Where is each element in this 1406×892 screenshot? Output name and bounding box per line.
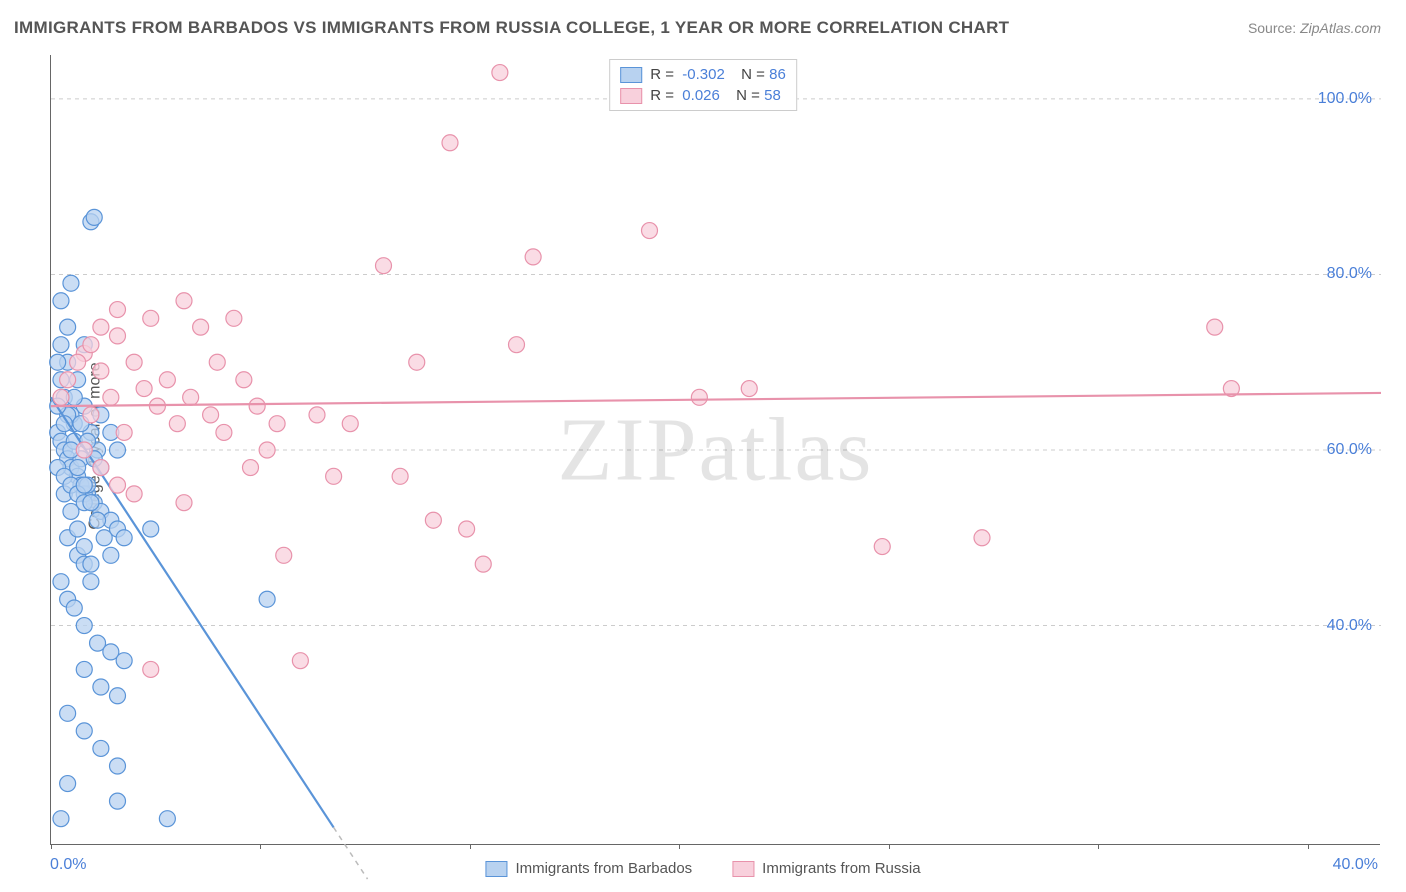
source-attribution: Source: ZipAtlas.com: [1248, 20, 1381, 36]
source-value: ZipAtlas.com: [1300, 20, 1381, 36]
legend-label: Immigrants from Russia: [762, 860, 920, 877]
x-tick: [1098, 844, 1099, 849]
y-tick-label: 40.0%: [1327, 617, 1372, 635]
plot-area: ZIPatlas 40.0%60.0%80.0%100.0%: [50, 55, 1380, 845]
y-tick-label: 80.0%: [1327, 265, 1372, 283]
x-tick: [679, 844, 680, 849]
y-tick-label: 60.0%: [1327, 441, 1372, 459]
series-legend: Immigrants from Barbados Immigrants from …: [485, 860, 920, 877]
legend-item: Immigrants from Barbados: [485, 860, 692, 877]
scatter-plot-svg: [51, 55, 1380, 844]
legend-r: R = 0.026: [650, 87, 720, 104]
legend-item: Immigrants from Russia: [732, 860, 920, 877]
legend-swatch: [485, 861, 507, 877]
legend-row: R = -0.302 N = 86: [620, 64, 786, 85]
x-tick: [889, 844, 890, 849]
x-tick: [470, 844, 471, 849]
legend-r: R = -0.302: [650, 66, 725, 83]
legend-swatch: [732, 861, 754, 877]
legend-n: N = 58: [728, 87, 781, 104]
legend-n: N = 86: [733, 66, 786, 83]
x-tick: [260, 844, 261, 849]
source-label: Source:: [1248, 20, 1300, 36]
x-axis-min-label: 0.0%: [50, 856, 86, 874]
legend-label: Immigrants from Barbados: [515, 860, 692, 877]
chart-title: IMMIGRANTS FROM BARBADOS VS IMMIGRANTS F…: [14, 18, 1009, 38]
legend-swatch: [620, 88, 642, 104]
y-tick-label: 100.0%: [1318, 90, 1372, 108]
correlation-legend: R = -0.302 N = 86R = 0.026 N = 58: [609, 59, 797, 111]
x-axis-max-label: 40.0%: [1333, 856, 1378, 874]
x-tick: [51, 844, 52, 849]
legend-swatch: [620, 67, 642, 83]
legend-row: R = 0.026 N = 58: [620, 85, 786, 106]
x-tick: [1308, 844, 1309, 849]
